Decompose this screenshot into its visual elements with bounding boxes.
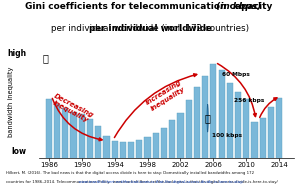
Bar [54, 104, 60, 193]
Bar [46, 99, 52, 193]
Text: 100 kbps: 100 kbps [212, 133, 242, 138]
Bar [227, 83, 233, 193]
Bar [210, 64, 217, 193]
Text: bandwidth inequality: bandwidth inequality [8, 67, 14, 137]
Text: high: high [7, 49, 26, 58]
Bar [161, 128, 167, 193]
Bar [194, 87, 200, 193]
Bar [95, 126, 101, 193]
Bar [202, 76, 208, 193]
Bar [235, 92, 241, 193]
Bar [112, 141, 118, 193]
Bar [70, 112, 76, 193]
Bar [103, 136, 109, 193]
Bar [153, 133, 159, 193]
Bar [169, 120, 175, 193]
Text: www.martinhilbert.net/the-bad-news-is-that-the-digital-access-divide-is-here-to-: www.martinhilbert.net/the-bad-news-is-th… [6, 180, 244, 185]
Bar [177, 113, 184, 193]
Bar [128, 142, 134, 193]
Bar [87, 119, 93, 193]
Text: Gini coefficients for telecommunication capacity: Gini coefficients for telecommunication … [25, 2, 275, 11]
Text: Increasing
inequality: Increasing inequality [145, 79, 187, 112]
Circle shape [207, 104, 208, 132]
Bar [276, 98, 282, 193]
Bar [145, 137, 151, 193]
Bar [243, 99, 249, 193]
Text: Decreasing
inequality: Decreasing inequality [49, 93, 94, 125]
Text: per individual worldwide: per individual worldwide [88, 24, 212, 33]
Text: 256 kbps: 256 kbps [234, 98, 264, 103]
Text: countries for 1986–2014. Telecommunications Policy.  www.martinhilbert.net/the-b: countries for 1986–2014. Telecommunicati… [6, 180, 278, 185]
Bar [120, 142, 126, 193]
Text: Hilbert, M. (2016). The bad news is that the digital access divide is here to st: Hilbert, M. (2016). The bad news is that… [6, 171, 254, 175]
Bar [136, 140, 142, 193]
Bar [251, 122, 258, 193]
Bar [79, 114, 85, 193]
Bar [62, 108, 68, 193]
Text: 🔌: 🔌 [42, 53, 48, 63]
Text: 👥: 👥 [205, 113, 211, 123]
Text: 60 Mbps: 60 Mbps [222, 72, 250, 77]
Bar [186, 100, 192, 193]
Bar [268, 107, 274, 193]
Text: per individual worldwide (incl. 172 countries): per individual worldwide (incl. 172 coun… [51, 24, 249, 33]
Text: (in kbps): (in kbps) [38, 2, 262, 11]
Bar [260, 118, 266, 193]
Bar [218, 70, 225, 193]
Text: low: low [11, 147, 26, 156]
